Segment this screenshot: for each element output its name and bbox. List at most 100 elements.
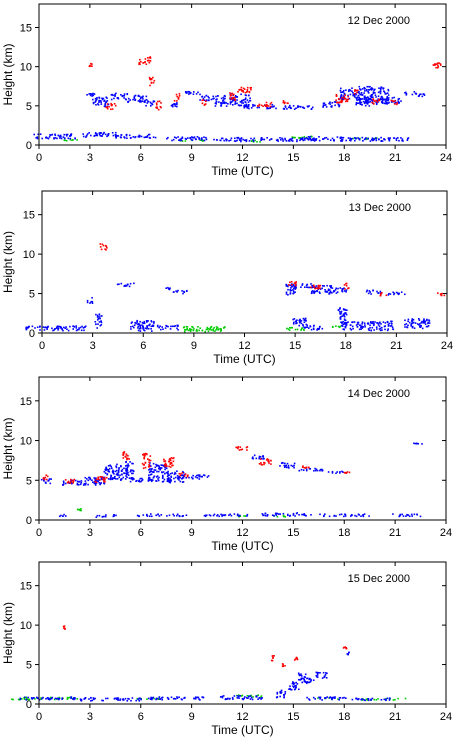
blue-echo-point: [385, 102, 387, 105]
blue-echo-point: [246, 697, 248, 699]
blue-echo-point: [164, 468, 166, 471]
blue-echo-point: [355, 697, 357, 700]
blue-echo-point: [342, 136, 345, 139]
red-echo-point: [201, 99, 203, 102]
x-tick-label: 12: [238, 340, 250, 352]
blue-echo-point: [268, 139, 271, 141]
blue-echo-point: [175, 137, 178, 139]
blue-echo-point: [131, 321, 133, 323]
blue-echo-point: [398, 98, 401, 100]
blue-echo-point: [324, 289, 326, 291]
blue-echo-point: [401, 513, 403, 516]
blue-echo-point: [260, 698, 262, 700]
blue-echo-point: [88, 93, 90, 95]
blue-echo-point: [173, 514, 175, 517]
blue-echo-point: [331, 105, 333, 107]
blue-echo-point: [319, 672, 321, 674]
blue-echo-point: [171, 325, 174, 328]
red-echo-point: [265, 101, 268, 104]
green-echo-point: [186, 327, 188, 330]
blue-echo-point: [56, 137, 58, 140]
blue-echo-point: [357, 323, 359, 325]
red-echo-point: [375, 99, 377, 102]
blue-echo-point: [322, 106, 324, 108]
blue-echo-point: [176, 514, 178, 517]
blue-echo-point: [302, 139, 304, 142]
blue-echo-point: [341, 98, 344, 100]
blue-echo-point: [106, 97, 108, 99]
red-echo-point: [173, 100, 176, 102]
blue-echo-point: [244, 98, 247, 101]
blue-echo-point: [299, 318, 301, 321]
red-echo-point: [142, 62, 144, 64]
blue-echo-point: [131, 697, 134, 699]
blue-echo-point: [121, 473, 123, 476]
green-echo-point: [209, 327, 212, 329]
blue-echo-point: [130, 699, 132, 702]
blue-echo-point: [39, 329, 41, 331]
blue-echo-point: [233, 513, 236, 515]
blue-echo-point: [288, 515, 291, 517]
red-echo-point: [157, 108, 160, 111]
green-echo-point: [244, 515, 247, 517]
panel-date-title: 13 Dec 2000: [349, 202, 411, 214]
blue-echo-point: [162, 465, 165, 467]
red-echo-point: [293, 282, 296, 285]
blue-echo-point: [367, 97, 369, 99]
red-echo-point: [440, 64, 442, 66]
blue-echo-point: [184, 696, 186, 699]
blue-echo-point: [62, 136, 65, 138]
blue-echo-point: [256, 696, 258, 698]
blue-echo-point: [153, 100, 156, 103]
blue-echo-point: [310, 678, 312, 681]
blue-echo-point: [364, 101, 366, 104]
blue-echo-point: [329, 290, 332, 293]
blue-echo-point: [392, 291, 394, 294]
blue-echo-point: [363, 138, 366, 141]
blue-echo-point: [370, 99, 373, 101]
blue-echo-point: [87, 483, 89, 486]
blue-echo-point: [307, 681, 309, 684]
red-echo-point: [284, 665, 286, 667]
blue-echo-point: [49, 698, 51, 700]
blue-echo-point: [393, 96, 395, 99]
blue-echo-point: [113, 514, 115, 516]
blue-echo-point: [36, 137, 39, 140]
red-echo-point: [371, 101, 373, 104]
green-echo-point: [53, 698, 56, 701]
red-echo-point: [394, 103, 396, 105]
blue-echo-point: [280, 139, 282, 141]
blue-echo-point: [300, 320, 303, 322]
red-echo-point: [104, 477, 106, 479]
blue-echo-point: [141, 324, 143, 326]
blue-echo-point: [411, 318, 414, 320]
blue-echo-point: [319, 292, 321, 294]
blue-echo-point: [176, 475, 179, 477]
blue-echo-point: [133, 282, 135, 285]
blue-echo-point: [123, 467, 125, 470]
red-echo-point: [149, 84, 151, 87]
blue-echo-point: [169, 479, 172, 481]
blue-echo-point: [25, 698, 28, 701]
blue-echo-point: [137, 327, 139, 329]
red-echo-point: [138, 62, 141, 64]
blue-echo-point: [35, 137, 37, 139]
blue-echo-point: [142, 328, 144, 330]
blue-echo-point: [34, 327, 36, 329]
green-echo-point: [366, 138, 368, 141]
blue-echo-point: [309, 325, 312, 328]
blue-echo-point: [93, 482, 96, 485]
blue-echo-point: [299, 139, 301, 142]
red-echo-point: [63, 625, 66, 627]
red-echo-point: [169, 459, 172, 461]
blue-echo-point: [301, 138, 304, 141]
blue-echo-point: [221, 515, 223, 517]
blue-echo-point: [370, 87, 373, 90]
blue-echo-point: [411, 322, 413, 324]
blue-echo-point: [103, 515, 105, 518]
blue-echo-point: [338, 513, 341, 516]
blue-echo-point: [387, 294, 390, 296]
blue-echo-point: [92, 102, 95, 105]
red-echo-point: [140, 61, 142, 63]
blue-echo-point: [107, 478, 110, 480]
